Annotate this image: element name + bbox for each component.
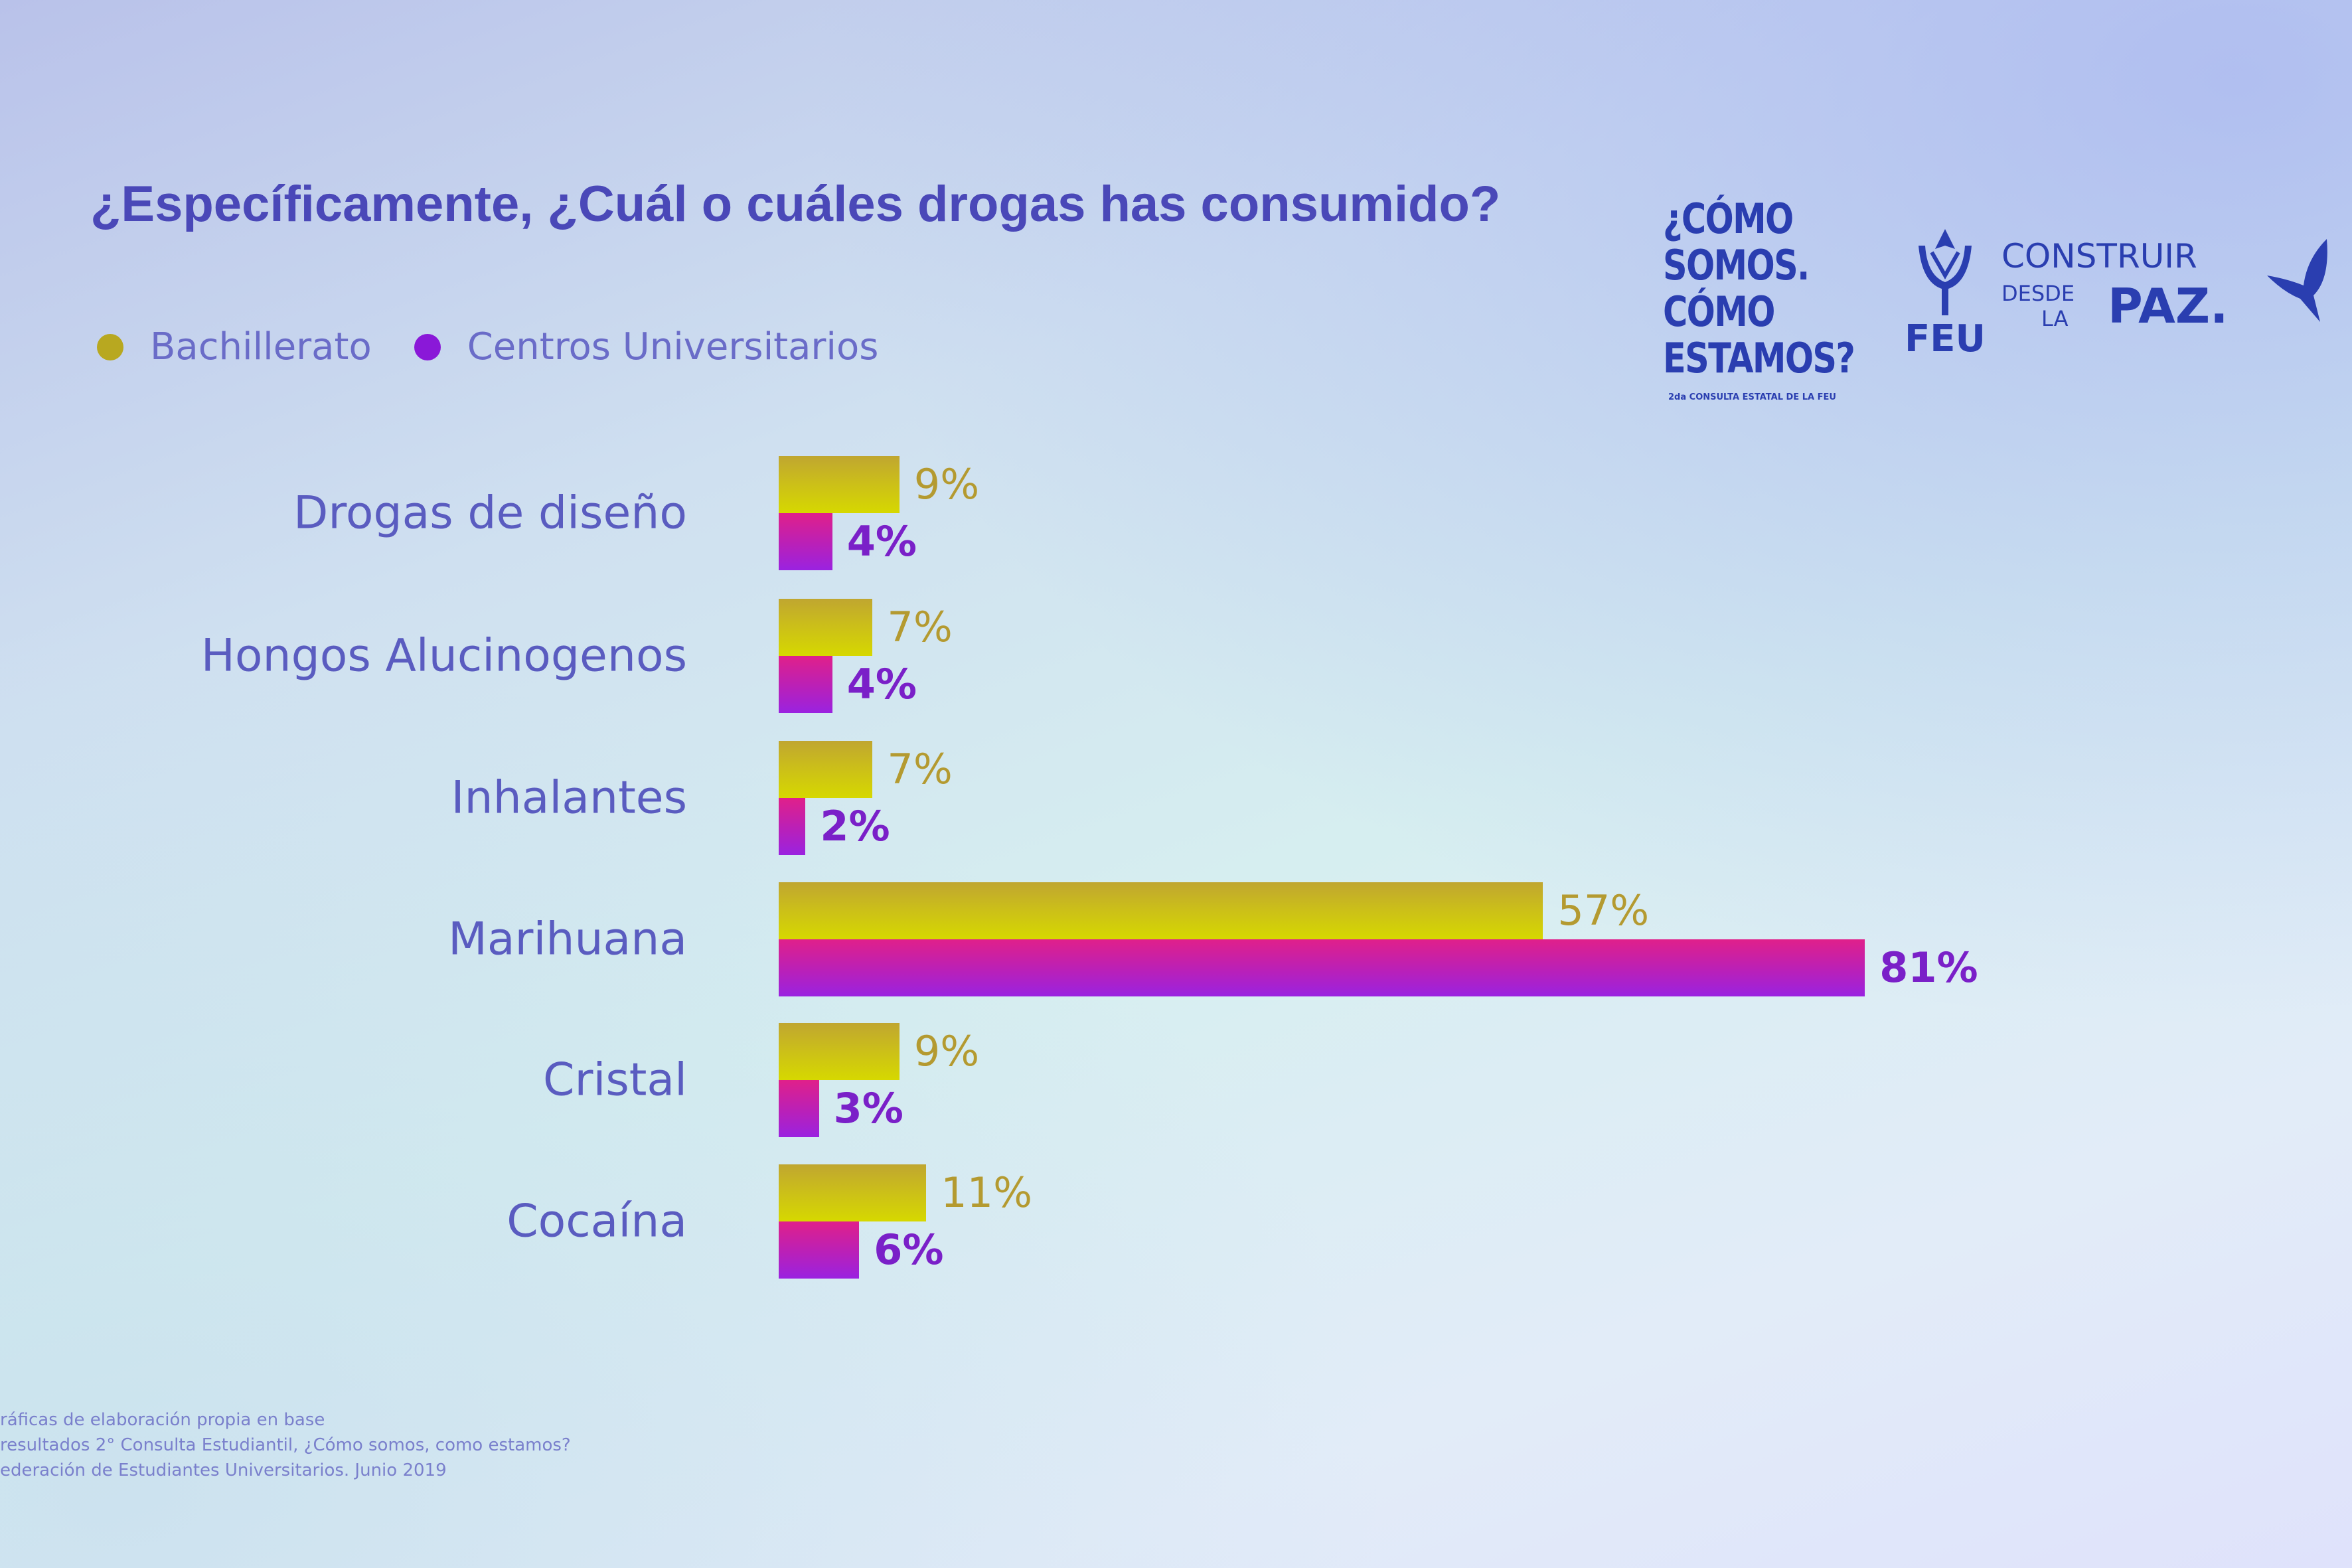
data-label: 11% <box>941 1168 1032 1217</box>
logo-line: SOMOS. <box>1663 241 1810 289</box>
hands-icon <box>1919 229 1972 315</box>
category-label: Hongos Alucinogenos <box>200 629 687 682</box>
bar-bachillerato <box>779 1023 900 1080</box>
feu-logo: FEU <box>1902 216 1988 360</box>
source-line: resultados 2° Consulta Estudiantil, ¿Cóm… <box>0 1435 571 1455</box>
data-label: 3% <box>833 1084 903 1133</box>
logos: ¿CÓMO SOMOS. CÓMO ESTAMOS? 2da CONSULTA … <box>1663 196 2347 408</box>
logo-subtitle: 2da CONSULTA ESTATAL DE LA FEU <box>1668 392 1836 402</box>
logo-paz: PAZ. <box>2108 278 2229 334</box>
category-label: Drogas de diseño <box>293 487 687 540</box>
legend-swatch-universitarios <box>414 333 441 360</box>
bar-centros-universitarios <box>779 656 832 713</box>
source-line: ederación de Estudiantes Universitarios.… <box>0 1460 447 1480</box>
logo-desde: DESDE <box>2001 281 2075 306</box>
logo-line: ESTAMOS? <box>1663 334 1855 382</box>
source-line: ráficas de elaboración propia en base <box>0 1410 325 1430</box>
data-label: 6% <box>874 1225 944 1274</box>
data-label: 9% <box>913 460 980 509</box>
legend-item-bachillerato: Bachillerato <box>97 325 372 368</box>
data-label: 9% <box>913 1027 980 1075</box>
bar-bachillerato <box>779 456 900 513</box>
category-label: Inhalantes <box>451 771 687 824</box>
bar-centros-universitarios <box>779 1080 819 1137</box>
bar-bachillerato <box>779 1164 927 1221</box>
legend-swatch-bachillerato <box>97 333 123 360</box>
dove-icon <box>2267 239 2327 322</box>
bar-centros-universitarios <box>779 939 1865 996</box>
data-label: 2% <box>820 802 890 850</box>
source-note: ráficas de elaboración propia en base re… <box>0 1407 571 1483</box>
logo-line: ¿CÓMO <box>1663 195 1794 243</box>
data-label: 4% <box>846 517 917 566</box>
chart-title: ¿Específicamente, ¿Cuál o cuáles drogas … <box>90 176 1501 232</box>
legend-label: Centros Universitarios <box>467 325 879 368</box>
legend-item-universitarios: Centros Universitarios <box>414 325 879 368</box>
data-label: 7% <box>887 603 953 651</box>
logo-line: CÓMO <box>1663 287 1775 336</box>
category-label: Marihuana <box>448 913 687 966</box>
category-label: Cristal <box>543 1054 687 1107</box>
category-label: Cocaína <box>507 1195 687 1248</box>
bar-centros-universitarios <box>779 798 806 855</box>
bar-bachillerato <box>779 599 873 656</box>
logo-desde-la: DESDE LA <box>2001 281 2075 331</box>
data-label: 57% <box>1557 886 1650 935</box>
data-label: 81% <box>1879 943 1978 992</box>
bar-bachillerato <box>779 741 873 798</box>
bar-centros-universitarios <box>779 1221 860 1279</box>
legend-label: Bachillerato <box>150 325 372 368</box>
feu-text: FEU <box>1905 317 1986 360</box>
data-label: 4% <box>846 660 917 708</box>
logo-construir: CONSTRUIR <box>2001 237 2197 275</box>
logo-la: LA <box>2041 306 2069 331</box>
bar-centros-universitarios <box>779 513 832 570</box>
bar-bachillerato <box>779 882 1543 939</box>
como-somos-logo: ¿CÓMO SOMOS. CÓMO ESTAMOS? <box>1663 195 1855 382</box>
construir-paz-logo: CONSTRUIR DESDE LA PAZ. <box>2001 237 2280 370</box>
data-label: 7% <box>887 745 953 793</box>
legend: Bachillerato Centros Universitarios <box>97 325 921 368</box>
